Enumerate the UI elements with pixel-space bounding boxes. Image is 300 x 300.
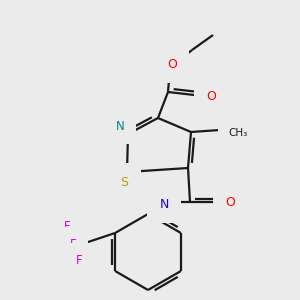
Text: O: O bbox=[206, 89, 216, 103]
Text: F: F bbox=[76, 254, 83, 268]
Text: CH₃: CH₃ bbox=[228, 128, 247, 138]
Text: O: O bbox=[167, 58, 177, 70]
Text: H: H bbox=[150, 188, 158, 200]
Text: N: N bbox=[159, 197, 169, 211]
Text: N: N bbox=[116, 119, 124, 133]
Text: O: O bbox=[225, 196, 235, 208]
Text: F: F bbox=[70, 238, 76, 251]
Text: S: S bbox=[120, 176, 128, 188]
Text: H: H bbox=[108, 107, 116, 121]
Text: F: F bbox=[64, 220, 70, 233]
